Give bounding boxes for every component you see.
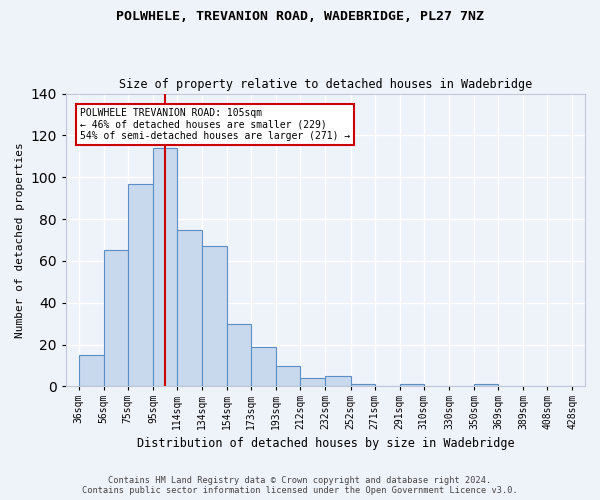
X-axis label: Distribution of detached houses by size in Wadebridge: Distribution of detached houses by size … — [137, 437, 514, 450]
Title: Size of property relative to detached houses in Wadebridge: Size of property relative to detached ho… — [119, 78, 532, 91]
Bar — [474, 384, 498, 386]
Bar — [128, 184, 153, 386]
Bar — [325, 376, 350, 386]
Bar — [177, 230, 202, 386]
Text: Contains HM Land Registry data © Crown copyright and database right 2024.
Contai: Contains HM Land Registry data © Crown c… — [82, 476, 518, 495]
Bar — [79, 355, 104, 386]
Bar — [277, 366, 300, 386]
Text: POLWHELE, TREVANION ROAD, WADEBRIDGE, PL27 7NZ: POLWHELE, TREVANION ROAD, WADEBRIDGE, PL… — [116, 10, 484, 23]
Y-axis label: Number of detached properties: Number of detached properties — [15, 142, 25, 338]
Bar — [202, 246, 227, 386]
Bar — [350, 384, 374, 386]
Bar — [300, 378, 325, 386]
Bar — [251, 346, 277, 387]
Text: POLWHELE TREVANION ROAD: 105sqm
← 46% of detached houses are smaller (229)
54% o: POLWHELE TREVANION ROAD: 105sqm ← 46% of… — [80, 108, 350, 142]
Bar — [400, 384, 424, 386]
Bar — [227, 324, 251, 386]
Bar — [104, 250, 128, 386]
Bar — [153, 148, 177, 386]
